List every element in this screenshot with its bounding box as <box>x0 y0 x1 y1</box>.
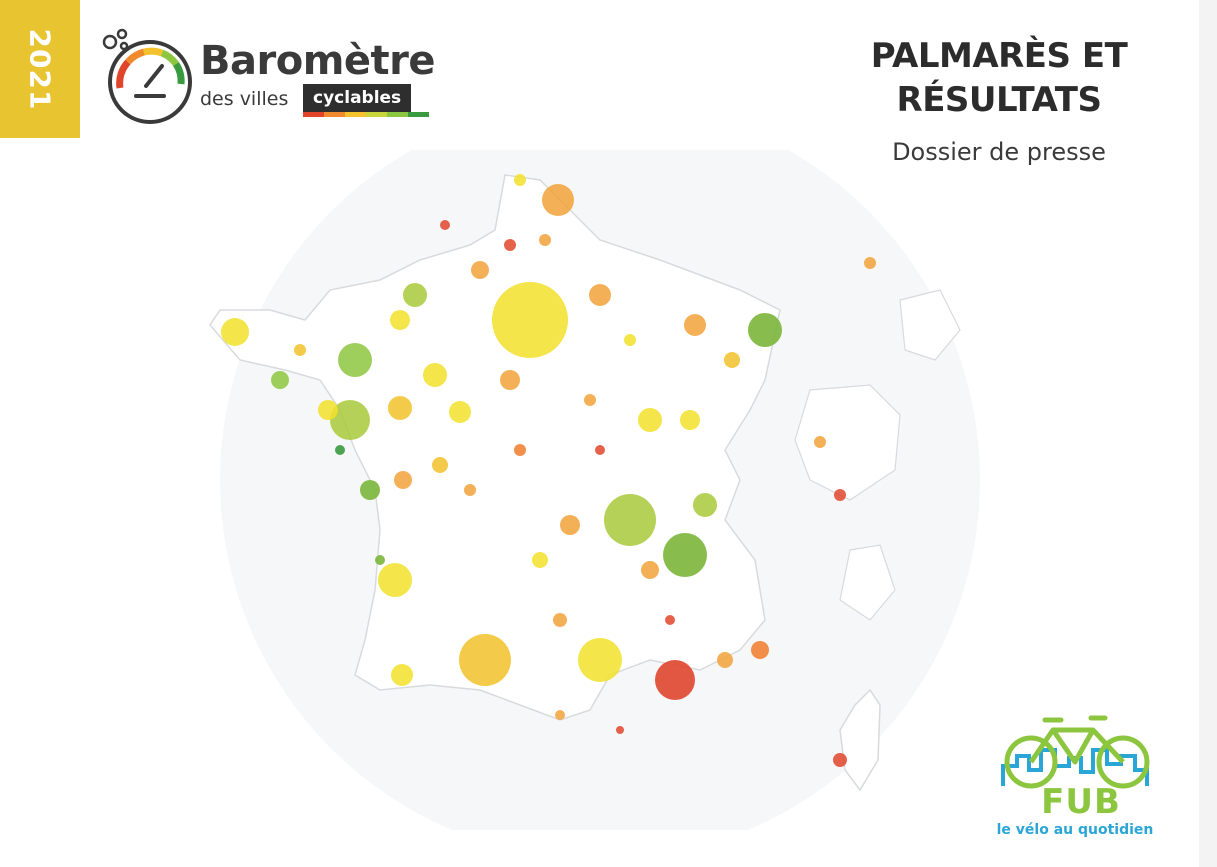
france-outline <box>209 174 781 721</box>
logo-subtitle: des villes <box>200 88 289 110</box>
title-line-1: PALMARÈS ET <box>870 36 1128 76</box>
corsica-outline <box>839 688 881 792</box>
overseas-territories <box>794 289 961 621</box>
page-edge <box>1199 0 1217 867</box>
city-bubble-paris <box>492 282 568 358</box>
logo-title: Baromètre <box>200 38 435 84</box>
france-bubble-map <box>209 150 980 830</box>
title-line-2: RÉSULTATS <box>896 80 1102 120</box>
bicycle-icon <box>1001 715 1150 789</box>
city-bubbles <box>221 174 876 767</box>
logo-badge: cyclables <box>303 84 412 112</box>
year-label: 2021 <box>23 28 57 110</box>
logo-color-stripe <box>303 112 429 117</box>
fub-name: FUB <box>1041 782 1121 822</box>
barometre-logo: Baromètre des villes cyclables <box>100 26 440 126</box>
page-title: PALMARÈS ET RÉSULTATS <box>849 34 1149 122</box>
page-subtitle: Dossier de presse <box>892 138 1106 166</box>
fub-tagline: le vélo au quotidien <box>996 822 1154 838</box>
year-tab: 2021 <box>0 0 80 138</box>
fub-logo: FUB le vélo au quotidien <box>995 710 1165 850</box>
gauge-icon <box>102 28 192 124</box>
